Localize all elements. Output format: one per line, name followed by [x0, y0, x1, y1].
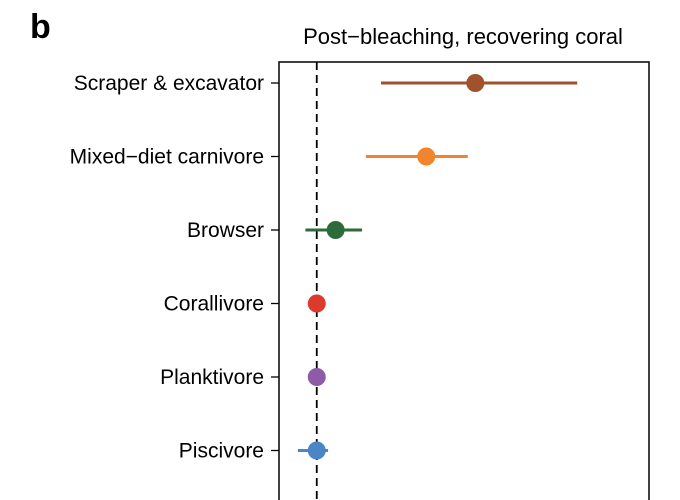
- estimate-point: [466, 74, 485, 92]
- estimate-point: [326, 221, 345, 239]
- estimate-point: [307, 294, 326, 313]
- plot-frame: [278, 61, 650, 500]
- y-tick-label: Planktivore: [160, 366, 264, 389]
- y-tick-label: Piscivore: [179, 440, 264, 463]
- estimate-point: [417, 147, 436, 166]
- y-tick-label: Browser: [187, 219, 264, 242]
- estimate-point: [307, 368, 326, 386]
- estimate-point: [307, 441, 326, 460]
- y-tick-label: Mixed−diet carnivore: [70, 146, 264, 169]
- y-tick-label: Scraper & excavator: [74, 72, 264, 95]
- y-tick-label: Corallivore: [164, 293, 264, 316]
- plot-title: Post−bleaching, recovering coral: [303, 24, 623, 49]
- chart-marks: Scraper & excavator Mixed−diet carnivore B…: [70, 62, 578, 500]
- panel-label: b: [30, 8, 51, 46]
